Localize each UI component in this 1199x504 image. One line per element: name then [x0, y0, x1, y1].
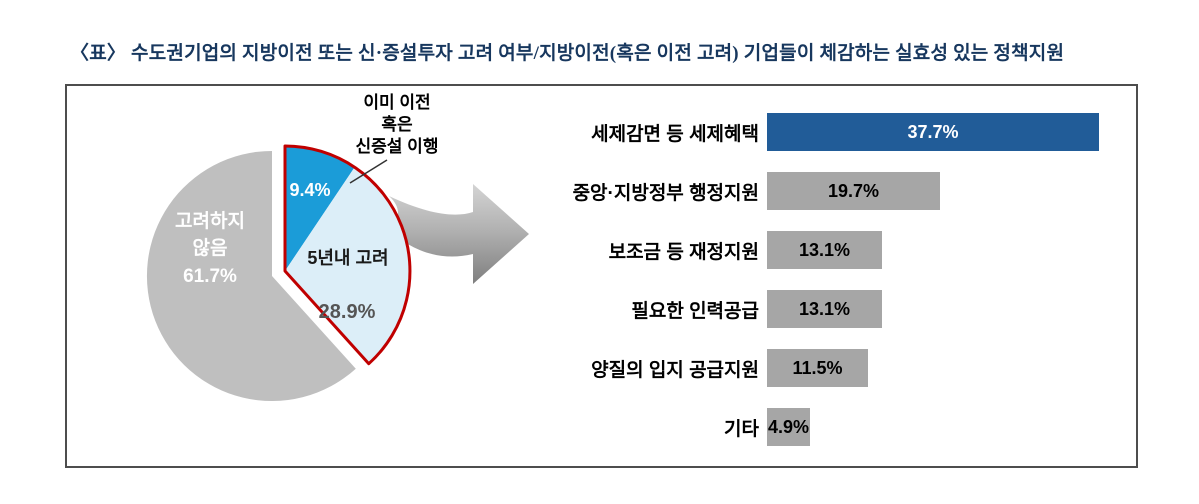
- bar-row: 보조금 등 재정지원 13.1%: [545, 230, 1099, 270]
- bar: 13.1%: [767, 290, 882, 328]
- pie-slices: [146, 144, 412, 401]
- pie-slice: [146, 150, 356, 401]
- pie-callout-line1: 이미 이전: [363, 93, 430, 112]
- pie-callout-line2: 혹은: [381, 114, 413, 134]
- pie-gray-label-line2: 않음: [193, 237, 228, 259]
- page-title: 〈표〉 수도권기업의 지방이전 또는 신·증설투자 고려 여부/지방이전(혹은 …: [70, 43, 1065, 64]
- bar-value-label: 13.1%: [798, 298, 851, 319]
- bar-category-label: 세제감면 등 세제혜택: [591, 123, 759, 145]
- pie-slice: [285, 167, 410, 364]
- bar-category-label: 양질의 입지 공급지원: [591, 359, 759, 381]
- bar: 37.7%: [767, 113, 1099, 151]
- bar-chart: 세제감면 등 세제혜택 37.7% 중앙·지방정부 행정지원 19.7% 보조금…: [545, 112, 1099, 466]
- pie-light-label: 5년내 고려: [307, 248, 388, 268]
- bar-category-label: 중앙·지방정부 행정지원: [572, 182, 759, 204]
- pie-gray-value: 61.7%: [183, 266, 237, 287]
- pie-chart: 이미 이전 혹은 신증설 이행 고려하지 않음 61.7% 9.4% 5년내 고…: [146, 93, 529, 401]
- bar-row: 양질의 입지 공급지원 11.5%: [545, 348, 1099, 388]
- bar-row: 중앙·지방정부 행정지원 19.7%: [545, 171, 1099, 211]
- bar-value-label: 37.7%: [907, 121, 959, 142]
- pie-blue-value: 9.4%: [289, 180, 330, 200]
- bar-value-label: 11.5%: [792, 357, 843, 378]
- bar-category-label: 필요한 인력공급: [631, 300, 759, 322]
- pie-highlight-outline: [283, 144, 412, 366]
- pie-light-value: 28.9%: [319, 301, 376, 323]
- pie-gray-label-line1: 고려하지: [175, 210, 245, 232]
- bar-value-label: 13.1%: [798, 239, 851, 260]
- bar-category-label: 보조금 등 재정지원: [608, 241, 759, 263]
- bar-category-label: 기타: [724, 418, 759, 440]
- bar: 19.7%: [767, 172, 940, 210]
- bar-row: 필요한 인력공급 13.1%: [545, 289, 1099, 329]
- pie-slice: [285, 146, 355, 271]
- bar: 13.1%: [767, 231, 882, 269]
- chart-box: 이미 이전 혹은 신증설 이행 고려하지 않음 61.7% 9.4% 5년내 고…: [65, 84, 1138, 468]
- flow-arrow: [389, 184, 529, 284]
- bar-value-label: 19.7%: [827, 180, 880, 201]
- pie-callout-line3: 신증설 이행: [356, 137, 439, 156]
- callout-line: [349, 159, 388, 184]
- bar-value-label: 4.9%: [767, 416, 810, 437]
- bar: 11.5%: [767, 349, 868, 387]
- bar-row: 세제감면 등 세제혜택 37.7%: [545, 112, 1099, 152]
- bar-row: 기타 4.9%: [545, 407, 1099, 447]
- bar: 4.9%: [767, 408, 810, 446]
